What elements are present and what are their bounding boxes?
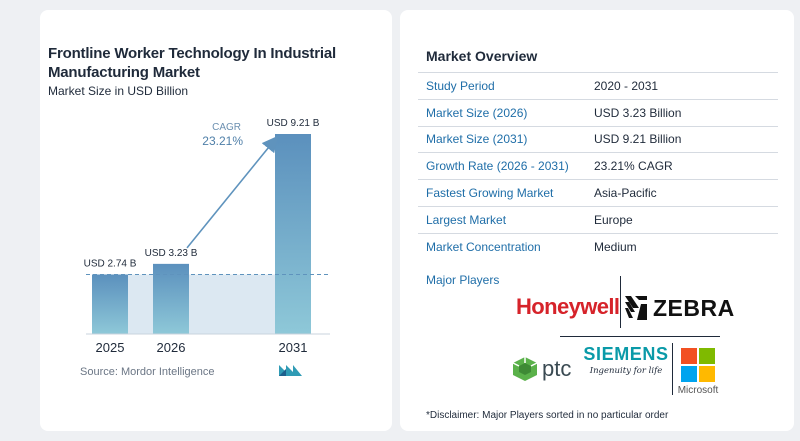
cagr-label: CAGR <box>212 122 241 133</box>
overview-row: Growth Rate (2026 - 2031) 23.21% CAGR <box>418 152 778 179</box>
chart-title: Frontline Worker Technology In Industria… <box>48 45 336 81</box>
logo-divider-vertical-top <box>620 276 621 328</box>
overview-row-label: Growth Rate (2026 - 2031) <box>426 159 569 174</box>
zebra-head-icon <box>625 296 647 320</box>
overview-row-label: Fastest Growing Market <box>426 186 554 201</box>
bar <box>153 263 189 334</box>
overview-row-label: Market Size (2026) <box>426 105 528 120</box>
bar <box>275 134 311 334</box>
x-tick-label: 2026 <box>157 340 186 355</box>
x-tick-label: 2031 <box>279 340 308 355</box>
overview-row: Largest Market Europe <box>418 205 778 233</box>
zebra-logo-text: ZEBRA <box>653 294 735 321</box>
overview-panel <box>400 10 794 431</box>
overview-row: Market Size (2026) USD 3.23 Billion <box>418 98 778 126</box>
logo-divider-vertical-bottom <box>672 343 673 395</box>
cagr-value: 23.21% <box>202 134 243 148</box>
overview-row: Fastest Growing Market Asia-Pacific <box>418 179 778 206</box>
logo-divider-horizontal <box>560 336 720 337</box>
overview-row-value: Europe <box>594 212 633 227</box>
honeywell-logo: Honeywell <box>516 294 620 319</box>
ptc-logo: ptc <box>512 356 571 382</box>
overview-row-label: Market Size (2031) <box>426 132 528 147</box>
chart-subtitle: Market Size in USD Billion <box>48 84 189 98</box>
overview-row: Market Size (2031) USD 9.21 Billion <box>418 125 778 153</box>
ptc-logo-text: ptc <box>542 356 572 381</box>
overview-row: Study Period 2020 - 2031 <box>418 72 778 99</box>
bar-chart: USD 2.74 B 2025 USD 3.23 B 2026 USD 9.21 B 20… <box>84 118 330 355</box>
ptc-mark-icon <box>512 357 538 381</box>
bar-value-label: USD 2.74 B <box>84 258 137 269</box>
overview-row-value: USD 9.21 Billion <box>594 132 682 147</box>
overview-table: Study Period 2020 - 2031 Market Size (2026… <box>418 72 778 260</box>
overview-title: Market Overview <box>426 48 538 64</box>
x-tick-label: 2025 <box>96 340 125 355</box>
source-text: Source: Mordor Intelligence <box>80 366 215 378</box>
siemens-logo: SIEMENS Ingenuity for life <box>580 344 672 376</box>
mordor-intelligence-logo-icon <box>279 365 302 376</box>
bar-value-label: USD 3.23 B <box>145 248 198 259</box>
overview-row-label: Study Period <box>426 78 495 93</box>
overview-row-value: Asia-Pacific <box>594 186 657 201</box>
overview-row-label: Largest Market <box>426 212 507 227</box>
overview-row: Market Concentration Medium <box>418 232 778 260</box>
disclaimer: *Disclaimer: Major Players sorted in no … <box>426 410 669 421</box>
bar-value-label: USD 9.21 B <box>267 118 320 129</box>
overview-row-value: Medium <box>594 239 637 254</box>
siemens-logo-text: SIEMENS <box>583 344 669 364</box>
microsoft-windows-icon <box>676 348 720 382</box>
chart-panel <box>40 10 392 431</box>
microsoft-logo-text: Microsoft <box>677 385 719 396</box>
cagr-arrow <box>186 135 279 249</box>
overview-row-value: 23.21% CAGR <box>594 159 673 174</box>
zebra-logo: ZEBRA <box>623 294 735 322</box>
siemens-tagline: Ingenuity for life <box>589 366 663 376</box>
overview-row-label: Market Concentration <box>426 239 541 254</box>
major-players-label: Major Players <box>426 273 500 287</box>
overview-row-value: 2020 - 2031 <box>594 78 659 93</box>
overview-row-value: USD 3.23 Billion <box>594 105 682 120</box>
bar <box>92 274 128 334</box>
microsoft-logo: Microsoft <box>676 348 720 396</box>
